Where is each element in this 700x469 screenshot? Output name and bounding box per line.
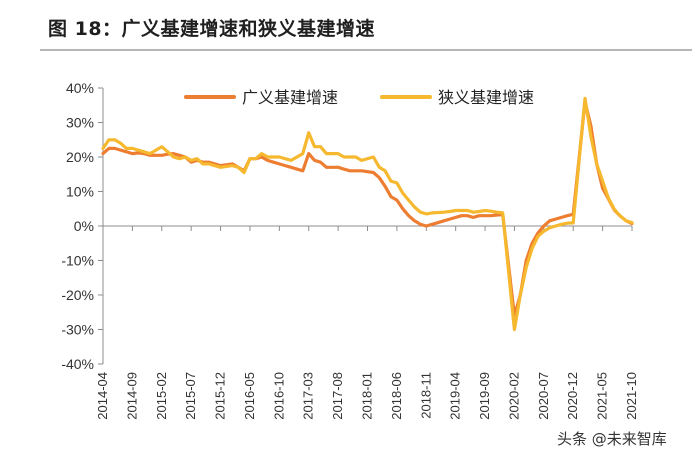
y-tick-label: -40% (61, 356, 94, 372)
x-tick-label: 2020-07 (536, 372, 551, 420)
y-tick-label: -30% (61, 322, 94, 338)
x-tick-label: 2014-04 (95, 372, 110, 420)
x-tick-label: 2018-11 (418, 372, 433, 419)
legend-label-1: 广义基建增速 (242, 88, 338, 107)
y-tick-label: -20% (61, 287, 94, 303)
chart-legend: 广义基建增速 狭义基建增速 (184, 88, 534, 107)
x-tick-label: 2018-06 (389, 372, 404, 420)
series-line-2 (101, 96, 634, 332)
x-tick-label: 2015-12 (213, 372, 228, 420)
series-line-1 (101, 100, 634, 318)
y-tick-label: 10% (66, 184, 94, 200)
y-tick-label: 30% (66, 115, 94, 131)
figure-title: 图 18：广义基建增速和狭义基建增速 (48, 18, 376, 40)
y-tick-label: 40% (66, 80, 94, 96)
x-tick-label: 2016-10 (271, 372, 286, 420)
x-tick-label: 2019-09 (477, 372, 492, 420)
x-tick-label: 2020-12 (565, 372, 580, 420)
x-tick-label: 2020-02 (506, 372, 521, 420)
x-tick-label: 2021-05 (595, 372, 610, 420)
y-tick-label: 20% (66, 149, 94, 165)
x-tick-label: 2017-03 (301, 372, 316, 420)
x-tick-label: 2016-05 (242, 372, 257, 420)
x-tick-label: 2021-10 (624, 372, 639, 420)
x-tick-label: 2018-01 (360, 372, 375, 420)
y-tick-label: 0% (74, 218, 94, 234)
x-tick-label: 2014-09 (124, 372, 139, 420)
chart-series (101, 96, 634, 332)
chart-axes: -40% -30% -20% -10% 0% 10% 20% 30% 40% 2014-04 201… (61, 80, 639, 420)
x-tick-label: 2019-04 (448, 372, 463, 420)
x-tick-label: 2015-07 (183, 372, 198, 420)
x-tick-label: 2015-02 (154, 372, 169, 420)
watermark-text: 头条 @未来智库 (555, 428, 669, 449)
title-divider (40, 49, 692, 51)
y-tick-label: -10% (61, 253, 94, 269)
x-tick-label: 2017-08 (330, 372, 345, 420)
legend-label-2: 狭义基建增速 (438, 88, 534, 107)
